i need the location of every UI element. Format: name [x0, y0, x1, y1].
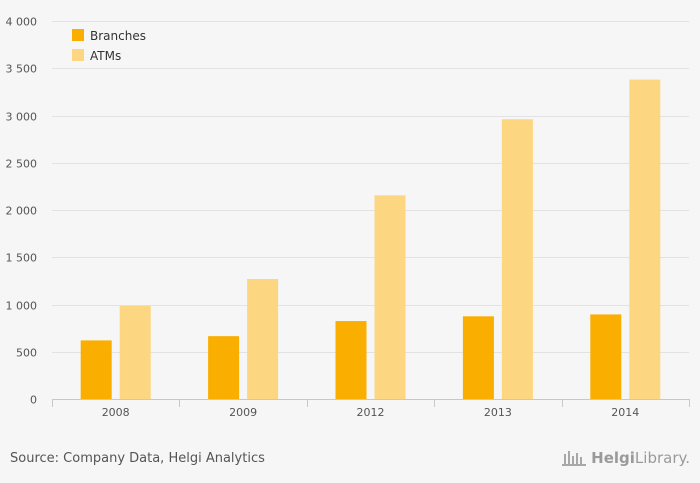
bar-atms-2012 [374, 195, 406, 399]
x-tick-label: 2012 [357, 406, 385, 419]
y-tick-label: 500 [16, 347, 37, 360]
bar-atms-2014 [629, 79, 661, 399]
brand-name: HelgiLibrary. [591, 449, 690, 467]
brand-prefix: Helgi [591, 449, 635, 467]
bar-atms-2013 [501, 119, 533, 399]
bar-atms-2009 [247, 278, 279, 399]
y-tick-label: 4 000 [6, 16, 38, 29]
legend-swatch [72, 29, 84, 41]
bar-branches-2012 [335, 321, 367, 399]
brand-suffix: Library. [634, 449, 690, 467]
x-axis: 2008 2009 2012 2013 2014 [52, 399, 690, 419]
legend-label: Branches [90, 29, 146, 43]
bar-atms-2008 [119, 305, 151, 399]
source-note: Source: Company Data, Helgi Analytics [10, 451, 265, 466]
y-tick-label: 3 500 [6, 63, 38, 76]
x-tick-label: 2014 [611, 406, 639, 419]
y-tick-label: 3 000 [6, 111, 38, 124]
bar-branches-2008 [80, 340, 112, 399]
bar-branches-2009 [208, 336, 240, 399]
y-tick-label: 0 [30, 394, 37, 407]
x-tick-label: 2008 [102, 406, 130, 419]
x-tick-label: 2013 [484, 406, 512, 419]
brand-logo: HelgiLibrary. [561, 449, 690, 467]
y-tick-label: 2 500 [6, 158, 38, 171]
y-tick-label: 1 000 [6, 300, 38, 313]
bar-branches-2013 [462, 316, 494, 399]
bar-branches-2014 [590, 314, 622, 399]
y-tick-label: 1 500 [6, 252, 38, 265]
x-tick-label: 2009 [229, 406, 257, 419]
y-tick-label: 2 000 [6, 205, 38, 218]
legend: Branches ATMs [72, 29, 146, 63]
bars [80, 79, 661, 399]
legend-swatch [72, 49, 84, 61]
y-axis-ticks: 0 500 1 000 1 500 2 000 2 500 3 000 3 500 4 000 [6, 16, 38, 407]
legend-label: ATMs [90, 49, 121, 63]
grid-lines [52, 21, 689, 353]
helgi-library-logo-icon [562, 451, 587, 466]
